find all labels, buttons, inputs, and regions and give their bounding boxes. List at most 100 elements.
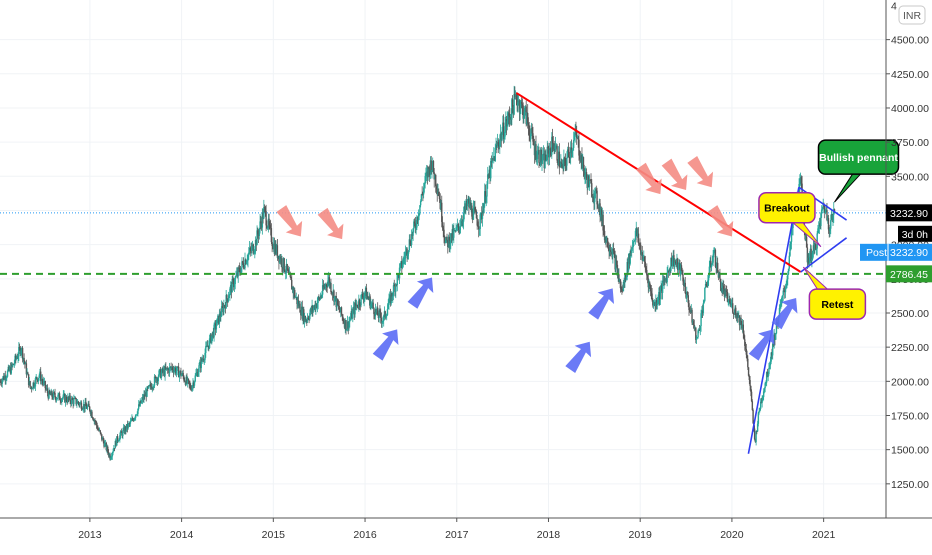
candle-body — [474, 210, 477, 212]
candle-body — [347, 321, 349, 329]
candle-body — [15, 357, 18, 359]
candle-body — [467, 198, 469, 202]
up-arrow — [372, 329, 399, 361]
candle-body — [252, 244, 254, 254]
candle-body — [248, 252, 250, 255]
candle-body — [673, 255, 675, 267]
candle-body — [739, 317, 741, 326]
candle-body — [502, 122, 505, 139]
candle-body — [487, 174, 490, 178]
candle-body — [217, 315, 219, 319]
candle-body — [706, 285, 708, 287]
candle-body — [736, 312, 738, 319]
candle-body — [579, 155, 581, 160]
candle-body — [6, 376, 8, 379]
candle-body — [278, 257, 281, 263]
candle-body — [359, 305, 362, 306]
candle-body — [11, 364, 13, 367]
candle-body — [658, 291, 661, 300]
candle-body — [565, 163, 567, 166]
candle-body — [72, 399, 74, 405]
candle-body — [573, 136, 576, 141]
candle-body — [730, 303, 732, 306]
candle-body — [788, 255, 790, 269]
candle-body — [229, 288, 231, 296]
candle-body — [285, 264, 288, 273]
candle-body — [209, 334, 212, 339]
candle-body — [413, 221, 416, 224]
candle-body — [134, 414, 137, 418]
candle-body — [107, 452, 110, 456]
candle-body — [717, 272, 720, 278]
candle-body — [295, 297, 297, 298]
candle-body — [741, 324, 744, 329]
candle-body — [764, 383, 766, 389]
y-tick-label: 3750.00 — [891, 137, 929, 149]
candle-body — [678, 262, 680, 265]
candle-body — [641, 252, 643, 261]
candle-body — [50, 391, 52, 396]
candle-body — [530, 128, 533, 134]
callout-label: Breakout — [764, 203, 810, 215]
candle-body — [329, 282, 331, 286]
candle-body — [164, 366, 166, 376]
candle-body — [193, 382, 195, 386]
candle-body — [664, 279, 666, 281]
candle-body — [433, 172, 435, 180]
currency-badge[interactable]: INR — [898, 5, 926, 25]
candle-body — [59, 399, 62, 401]
candle-body — [782, 290, 784, 296]
candle-body — [129, 421, 132, 424]
candle-body — [692, 321, 695, 325]
candle-body — [533, 141, 535, 146]
candle-body — [603, 230, 606, 241]
candle-body — [214, 323, 216, 325]
candle-body — [496, 145, 498, 147]
candle-body — [704, 284, 707, 288]
candle-body — [3, 375, 6, 380]
arrow-shape — [372, 329, 399, 361]
candle-body — [684, 282, 686, 294]
candle-body — [95, 421, 97, 423]
candle-body — [597, 207, 600, 209]
candle-body — [722, 285, 724, 293]
candle-body — [546, 146, 548, 161]
candle-body — [790, 228, 793, 242]
candle-body — [122, 430, 124, 437]
candle-body — [747, 358, 749, 368]
candle-body — [671, 261, 674, 266]
candle-body — [156, 378, 158, 383]
candle-body — [447, 240, 449, 248]
candle-body — [618, 274, 620, 282]
candle-body — [628, 253, 631, 264]
candle-body — [0, 382, 3, 384]
candle-body — [524, 106, 527, 108]
candle-body — [722, 285, 725, 290]
candle-body — [379, 310, 381, 313]
candle-body — [445, 236, 447, 242]
candle-body — [464, 206, 466, 210]
candle-body — [805, 236, 807, 240]
candle-body — [354, 303, 356, 315]
candle-body — [651, 293, 653, 301]
down-arrow — [276, 205, 303, 237]
candle-body — [41, 379, 43, 382]
candle-body — [490, 161, 493, 163]
candle-body — [633, 241, 635, 243]
candle-body — [183, 376, 185, 381]
candle-body — [691, 309, 693, 323]
currency-label: INR — [903, 10, 922, 22]
candle-body — [517, 102, 519, 106]
candle-body — [616, 264, 619, 276]
candle-body — [481, 212, 483, 219]
support-price-value: 2786.45 — [890, 269, 928, 281]
candle-body — [244, 259, 246, 269]
candle-body — [281, 258, 283, 268]
candle-body — [607, 247, 610, 250]
candle-body — [652, 300, 654, 306]
candle-body — [811, 250, 814, 259]
candle-body — [683, 282, 686, 286]
candle-body — [119, 431, 122, 436]
